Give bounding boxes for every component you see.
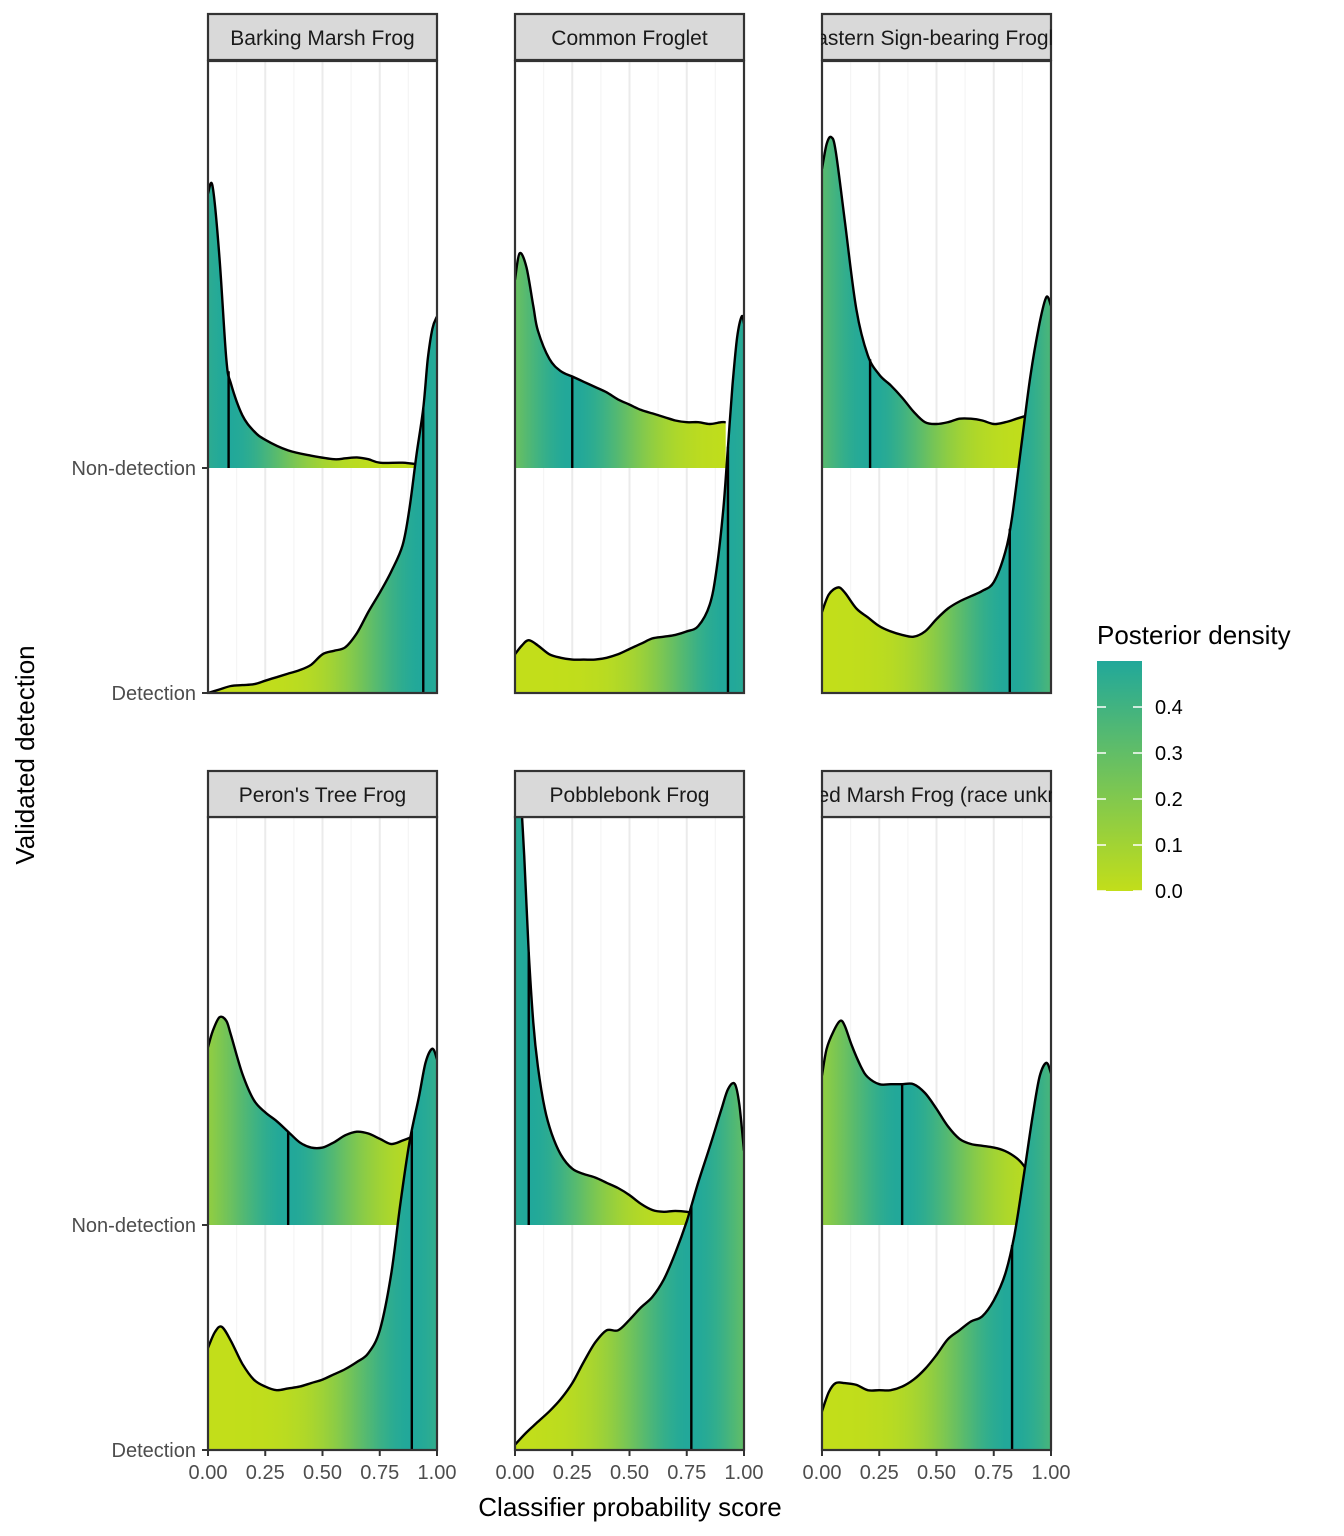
density-curve (515, 251, 726, 426)
density-curve (208, 1047, 437, 1392)
density-area (822, 1020, 1029, 1225)
density-area (208, 316, 437, 693)
facet-strip (820, 769, 1053, 819)
facet-strip-label: Barking Marsh Frog (230, 27, 414, 50)
ridges (208, 1015, 437, 1450)
facet-panels: Barking Marsh Frog Common Froglet Eastern … (206, 12, 1104, 1452)
density-area (208, 1016, 412, 1225)
legend-tick-label: 0.3 (1155, 743, 1183, 765)
density-area (822, 136, 1029, 468)
y-axis-title: Validated detection (10, 645, 40, 864)
ridges (515, 817, 744, 1450)
density-area (822, 296, 1051, 693)
density-area (208, 1048, 437, 1450)
x-tick-label: 1.00 (725, 1462, 764, 1484)
facet-strip-label: Pobblebonk Frog (550, 784, 710, 807)
density-curve (208, 181, 419, 466)
x-tick-label: 1.00 (1032, 1462, 1071, 1484)
facet-strip (513, 769, 746, 819)
density-area (822, 1062, 1051, 1450)
legend-tick-label: 0.0 (1155, 881, 1183, 903)
density-curve (208, 1015, 413, 1150)
x-tick-label: 0.75 (974, 1462, 1013, 1484)
y-tick-label: Detection (112, 1440, 197, 1462)
density-curve (822, 135, 1029, 426)
legend-tick-label: 0.2 (1155, 789, 1183, 811)
facet-strip (206, 12, 439, 62)
x-axis-title: Classifier probability score (478, 1492, 781, 1522)
density-area (515, 252, 726, 468)
facet-strip (820, 12, 1053, 62)
legend-title: Posterior density (1097, 620, 1291, 650)
y-tick-label: Non-detection (71, 458, 196, 480)
ridges (515, 251, 744, 693)
legend: Posterior density 0.0 0.1 0.2 0.3 0.4 (1097, 620, 1291, 903)
x-tick-label: 0.50 (303, 1462, 342, 1484)
x-tick-label: 0.25 (246, 1462, 285, 1484)
density-area (208, 182, 419, 468)
facet-strip-label: Spotted Marsh Frog (race unknown) (768, 784, 1104, 807)
facet-panel: Peron's Tree Frog (206, 769, 439, 1452)
x-tick-label: 0.75 (667, 1462, 706, 1484)
facet-panel: Spotted Marsh Frog (race unknown) (768, 769, 1104, 1452)
legend-colorbar (1097, 661, 1142, 891)
y-tick-label: Detection (112, 683, 197, 705)
facet-strip (206, 769, 439, 819)
x-tick-label: 1.00 (418, 1462, 457, 1484)
legend-tick-label: 0.1 (1155, 835, 1183, 857)
density-curve (520, 817, 744, 1223)
ridges (208, 181, 437, 693)
x-tick-label: 0.50 (610, 1462, 649, 1484)
facet-panel: Pobblebonk Frog (513, 769, 746, 1452)
facet-panel: Eastern Sign-bearing Froglet (802, 12, 1071, 695)
density-area (515, 817, 744, 1225)
x-tick-label: 0.50 (917, 1462, 956, 1484)
facet-panel: Barking Marsh Frog (206, 12, 439, 695)
facet-strip-label: Common Froglet (551, 27, 708, 50)
density-curve (208, 315, 437, 693)
density-curve (822, 1061, 1051, 1412)
density-curve (515, 1081, 744, 1446)
facet-panel: Common Froglet (513, 12, 746, 695)
density-curve (822, 1019, 1030, 1173)
density-area (515, 1083, 744, 1450)
ridges (822, 135, 1051, 693)
x-tick-label: 0.25 (553, 1462, 592, 1484)
y-tick-label: Non-detection (71, 1215, 196, 1237)
density-curve (822, 295, 1051, 639)
x-tick-label: 0.75 (360, 1462, 399, 1484)
facet-strip-label: Peron's Tree Frog (239, 784, 406, 807)
facet-strip-label: Eastern Sign-bearing Froglet (802, 27, 1071, 50)
density-area (515, 315, 744, 693)
legend-tick-label: 0.4 (1155, 697, 1183, 719)
x-tick-label: 0.00 (496, 1462, 535, 1484)
x-tick-label: 0.25 (860, 1462, 899, 1484)
x-tick-label: 0.00 (189, 1462, 228, 1484)
facet-strip (513, 12, 746, 62)
x-tick-label: 0.00 (803, 1462, 842, 1484)
axis-labels: Detection Non-detection Detection Non-detec… (71, 458, 1070, 1484)
ridges (822, 1019, 1051, 1450)
